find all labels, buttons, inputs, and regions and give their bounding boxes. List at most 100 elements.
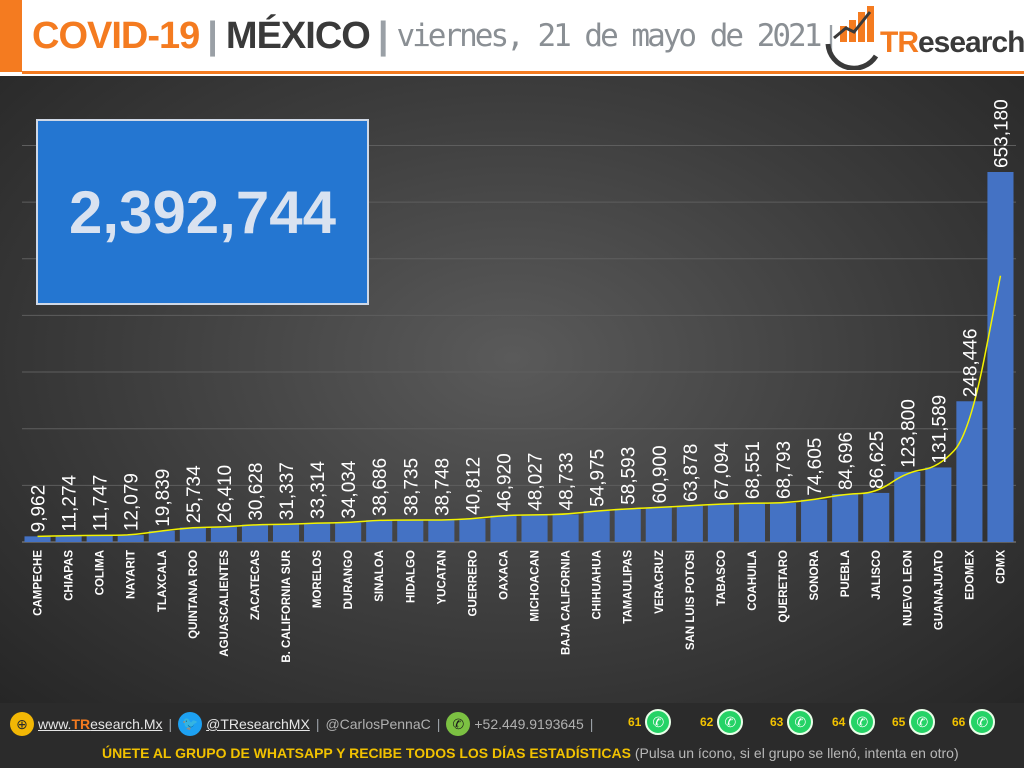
bar-guanajuato <box>925 467 951 542</box>
bar-tabasco <box>708 504 734 542</box>
total-cases-value: 2,392,744 <box>69 178 336 247</box>
value-label: 26,410 <box>215 465 236 523</box>
whatsapp-icon[interactable]: ✆ <box>717 709 743 735</box>
category-labels: CAMPECHE CHIAPAS COLIMA NAYARIT TLAXCALA QUIN… <box>33 549 1008 662</box>
value-label: 11,274 <box>60 474 81 531</box>
whatsapp-icon[interactable]: ✆ <box>909 709 935 735</box>
bar-nuevo-leon <box>894 472 920 542</box>
whatsapp-icon[interactable]: ✆ <box>969 709 995 735</box>
bar-chihuahua <box>584 511 610 542</box>
category-label: TABASCO <box>716 550 728 606</box>
bar-sinaloa <box>366 520 392 542</box>
value-label: 248,446 <box>960 329 981 398</box>
bar-jalisco <box>863 493 889 542</box>
value-label: 33,314 <box>308 461 329 520</box>
title-date: viernes, 21 de mayo de 2021 <box>396 18 819 54</box>
category-label: CHIAPAS <box>64 550 76 601</box>
footer: ⊕ www.TResearch.Mx | 🐦 @TResearchMX | @C… <box>0 703 1024 768</box>
category-label: JALISCO <box>871 550 883 600</box>
bar-oaxaca <box>490 515 516 542</box>
category-label: SONORA <box>809 550 821 600</box>
value-label: 123,800 <box>898 399 919 468</box>
category-label: BAJA CALIFORNIA <box>561 550 573 655</box>
bar-veracruz <box>646 508 672 542</box>
whatsapp-group-61[interactable]: 61 ✆ <box>628 709 671 735</box>
total-cases-box: 2,392,744 <box>36 119 369 305</box>
header: COVID-19 | MÉXICO | viernes, 21 de mayo … <box>0 0 1024 76</box>
bar-baja-california <box>553 514 579 542</box>
chart-panel: 9,962 11,274 11,747 12,079 19,839 25,734 26,41… <box>0 76 1024 703</box>
whatsapp-group-66[interactable]: 66 ✆ <box>952 709 995 735</box>
category-label: B. CALIFORNIA SUR <box>281 549 293 662</box>
category-label: MICHOACAN <box>530 550 542 622</box>
cta-main: ÚNETE AL GRUPO DE WHATSAPP Y RECIBE TODO… <box>102 745 631 761</box>
bar-puebla <box>832 494 858 542</box>
value-label: 38,748 <box>432 458 453 516</box>
value-label: 31,337 <box>277 462 298 520</box>
category-label: EDOMEX <box>964 550 976 600</box>
category-label: COAHUILA <box>747 550 759 611</box>
value-label: 86,625 <box>867 431 888 489</box>
category-label: NUEVO LEON <box>902 550 914 626</box>
value-label: 74,605 <box>805 438 826 496</box>
author-handle: @CarlosPennaC <box>325 716 430 732</box>
tresearch-logo[interactable]: TResearch <box>818 0 1024 70</box>
category-label: GUANAJUATO <box>933 550 945 630</box>
title-separator: | <box>378 15 389 58</box>
category-label: OAXACA <box>498 550 510 600</box>
phone-number: +52.449.9193645 <box>474 716 583 732</box>
bar-zacatecas <box>242 525 268 542</box>
cta-note: (Pulsa un ícono, si el grupo se llenó, i… <box>635 745 959 761</box>
value-label: 68,793 <box>774 441 795 499</box>
footer-links: ⊕ www.TResearch.Mx | 🐦 @TResearchMX | @C… <box>10 711 599 737</box>
whatsapp-icon[interactable]: ✆ <box>787 709 813 735</box>
value-label: 54,975 <box>588 449 609 507</box>
value-label: 67,094 <box>712 441 733 500</box>
whatsapp-group-63[interactable]: 63 ✆ <box>770 709 813 735</box>
bar-cdmx <box>987 172 1013 542</box>
value-label: 653,180 <box>991 99 1012 168</box>
title-covid: COVID-19 <box>32 15 199 58</box>
whatsapp-group-64[interactable]: 64 ✆ <box>832 709 875 735</box>
value-label: 131,589 <box>929 395 950 464</box>
header-underline <box>22 71 1024 74</box>
bar-colima <box>87 535 113 542</box>
value-label: 11,747 <box>91 475 112 532</box>
value-label: 19,839 <box>153 469 174 527</box>
whatsapp-group-65[interactable]: 65 ✆ <box>892 709 935 735</box>
category-label: CAMPECHE <box>33 550 45 616</box>
value-label: 40,812 <box>463 457 484 515</box>
whatsapp-group-62[interactable]: 62 ✆ <box>700 709 743 735</box>
whatsapp-icon[interactable]: ✆ <box>645 709 671 735</box>
value-label: 46,920 <box>494 453 515 511</box>
category-label: QUINTANA ROO <box>188 550 200 639</box>
category-label: CDMX <box>995 550 1007 584</box>
globe-icon: ⊕ <box>10 712 34 736</box>
bar-queretaro <box>770 503 796 542</box>
category-label: HIDALGO <box>405 550 417 603</box>
whatsapp-cta: ÚNETE AL GRUPO DE WHATSAPP Y RECIBE TODO… <box>102 745 959 761</box>
bar-morelos <box>304 523 330 542</box>
value-label: 9,962 <box>29 485 50 533</box>
bar-campeche <box>24 536 50 542</box>
bar-michoacan <box>521 515 547 542</box>
value-label: 60,900 <box>650 445 671 503</box>
category-label: QUERETARO <box>778 550 790 623</box>
website-link[interactable]: www.TResearch.Mx <box>38 716 162 732</box>
value-label: 25,734 <box>184 465 205 524</box>
category-label: SAN LUIS POTOSI <box>685 550 697 650</box>
whatsapp-icon[interactable]: ✆ <box>849 709 875 735</box>
title-separator: | <box>207 15 218 58</box>
category-label: NAYARIT <box>126 550 138 599</box>
category-label: COLIMA <box>95 550 107 595</box>
category-label: SINALOA <box>374 550 386 602</box>
value-label: 48,027 <box>526 453 547 511</box>
value-label: 63,878 <box>681 444 702 502</box>
bar-coahuila <box>739 503 765 542</box>
bar-sonora <box>801 500 827 542</box>
bar-san-luis-potosi <box>677 506 703 542</box>
category-label: DURANGO <box>343 550 355 609</box>
logo-chart-icon <box>818 0 888 70</box>
twitter-link[interactable]: @TResearchMX <box>206 716 310 732</box>
bar-tamaulipas <box>615 509 641 542</box>
